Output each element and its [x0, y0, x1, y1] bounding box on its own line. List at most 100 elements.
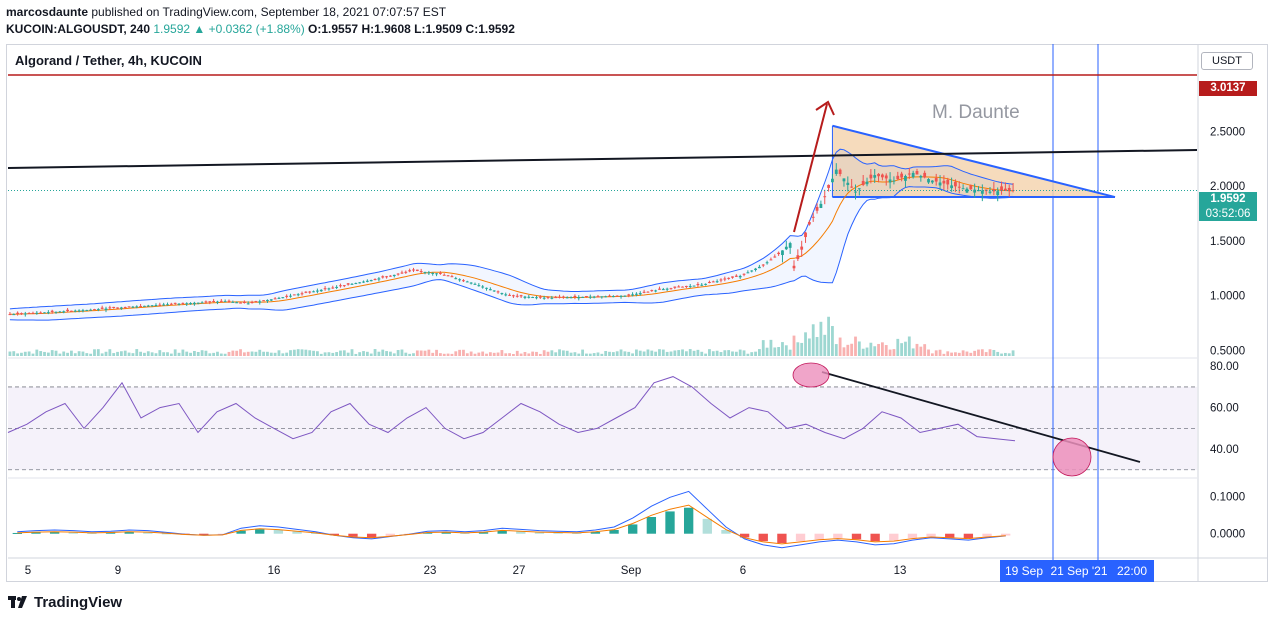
volume-bar	[869, 342, 873, 356]
macd-histogram-bar	[572, 532, 582, 534]
candle-body	[458, 279, 462, 281]
candle-body	[166, 304, 169, 306]
volume-bar	[923, 344, 927, 356]
candle-body	[569, 297, 573, 299]
candle-body	[31, 312, 35, 314]
candle-body	[292, 294, 296, 296]
volume-bar	[212, 352, 216, 356]
time-tick-label: Sep	[621, 565, 641, 577]
volume-bar	[573, 352, 577, 356]
volume-bar	[358, 352, 362, 356]
macd-tick-label: 0.1000	[1210, 492, 1245, 504]
volume-bar	[554, 352, 558, 356]
candle-body	[900, 173, 904, 178]
candle-body	[865, 181, 869, 185]
candle-body	[923, 172, 927, 178]
candle-body	[496, 291, 500, 293]
volume-bar	[600, 353, 604, 356]
candle-body	[558, 296, 561, 298]
macd-histogram-bar	[1001, 533, 1011, 536]
volume-bar	[269, 352, 273, 356]
volume-bar	[362, 351, 365, 356]
volume-bar	[1011, 350, 1015, 356]
volume-bar	[135, 349, 139, 356]
volume-bar	[162, 352, 166, 356]
macd-histogram-bar	[534, 532, 545, 534]
candle-body	[904, 175, 907, 181]
volume-bar	[373, 349, 377, 356]
volume-bar	[177, 352, 181, 356]
currency-button[interactable]: USDT	[1201, 52, 1253, 70]
volume-bar	[385, 351, 388, 356]
volume-bar	[857, 341, 861, 356]
candle-body	[700, 284, 704, 286]
macd-histogram-bar	[273, 530, 284, 534]
candle-body	[58, 311, 62, 313]
volume-bar	[116, 351, 119, 356]
candle-body	[177, 303, 181, 305]
volume-bar	[169, 353, 173, 356]
candle-body	[12, 314, 16, 316]
candle-body	[85, 309, 89, 311]
candle-body	[804, 232, 807, 238]
volume-bar	[811, 324, 815, 356]
macd-histogram-bar	[366, 533, 377, 538]
candle-body	[734, 275, 738, 277]
volume-bar	[873, 346, 877, 356]
macd-histogram-bar	[478, 532, 489, 534]
volume-bar	[12, 351, 16, 356]
symbol-label[interactable]: KUCOIN:ALGOUSDT, 240	[6, 22, 151, 36]
macd-histogram-bar	[702, 518, 712, 534]
candle-body	[807, 222, 811, 225]
rsi-line	[7, 376, 1016, 442]
candle-body	[423, 271, 427, 273]
volume-bar	[646, 349, 650, 356]
footer-brand[interactable]: TradingView	[8, 594, 122, 611]
volume-bar	[158, 350, 162, 356]
macd-histogram-bar	[199, 533, 209, 536]
volume-bar	[900, 343, 904, 356]
candle-body	[977, 190, 980, 192]
candle-body	[396, 273, 400, 275]
candle-body	[815, 206, 819, 211]
candle-body	[592, 296, 596, 298]
volume-bar	[404, 352, 408, 356]
macd-histogram-bar	[795, 533, 806, 542]
volume-bar	[66, 352, 69, 356]
volume-bar	[930, 353, 934, 356]
candle-body	[731, 276, 734, 278]
candle-body	[930, 180, 934, 183]
volume-bar	[104, 351, 108, 356]
volume-bar	[46, 352, 50, 356]
candle-body	[73, 310, 77, 312]
candle-body	[250, 302, 254, 304]
countdown-badge: 03:52:06	[1199, 207, 1257, 221]
open-value: O:1.9557	[308, 22, 359, 36]
candle-body	[200, 302, 204, 304]
volume-bar	[396, 350, 400, 356]
brand-text: TradingView	[34, 594, 123, 611]
candle-body	[365, 280, 369, 282]
volume-bar	[635, 349, 638, 356]
macd-histogram-bar	[441, 532, 451, 534]
volume-bar	[131, 353, 135, 356]
volume-bar	[711, 351, 715, 356]
candle-body	[857, 188, 861, 190]
volume-bar	[492, 352, 496, 356]
publisher-name[interactable]: marcosdaunte	[6, 5, 89, 19]
date-range-21sep: 21 Sep '21	[1048, 560, 1110, 582]
candle-body	[412, 269, 415, 271]
candle-body	[465, 281, 469, 283]
resistance-price-badge: 3.0137	[1199, 81, 1257, 96]
candle-body	[377, 278, 381, 280]
volume-bar	[119, 351, 123, 356]
moving-average-line	[9, 176, 1014, 315]
candle-body	[1007, 187, 1011, 191]
volume-bar	[823, 334, 827, 356]
volume-bar	[692, 350, 696, 356]
candle-body	[608, 295, 611, 297]
volume-bar	[469, 351, 473, 356]
volume-bar	[316, 351, 319, 356]
volume-bar	[450, 353, 454, 356]
